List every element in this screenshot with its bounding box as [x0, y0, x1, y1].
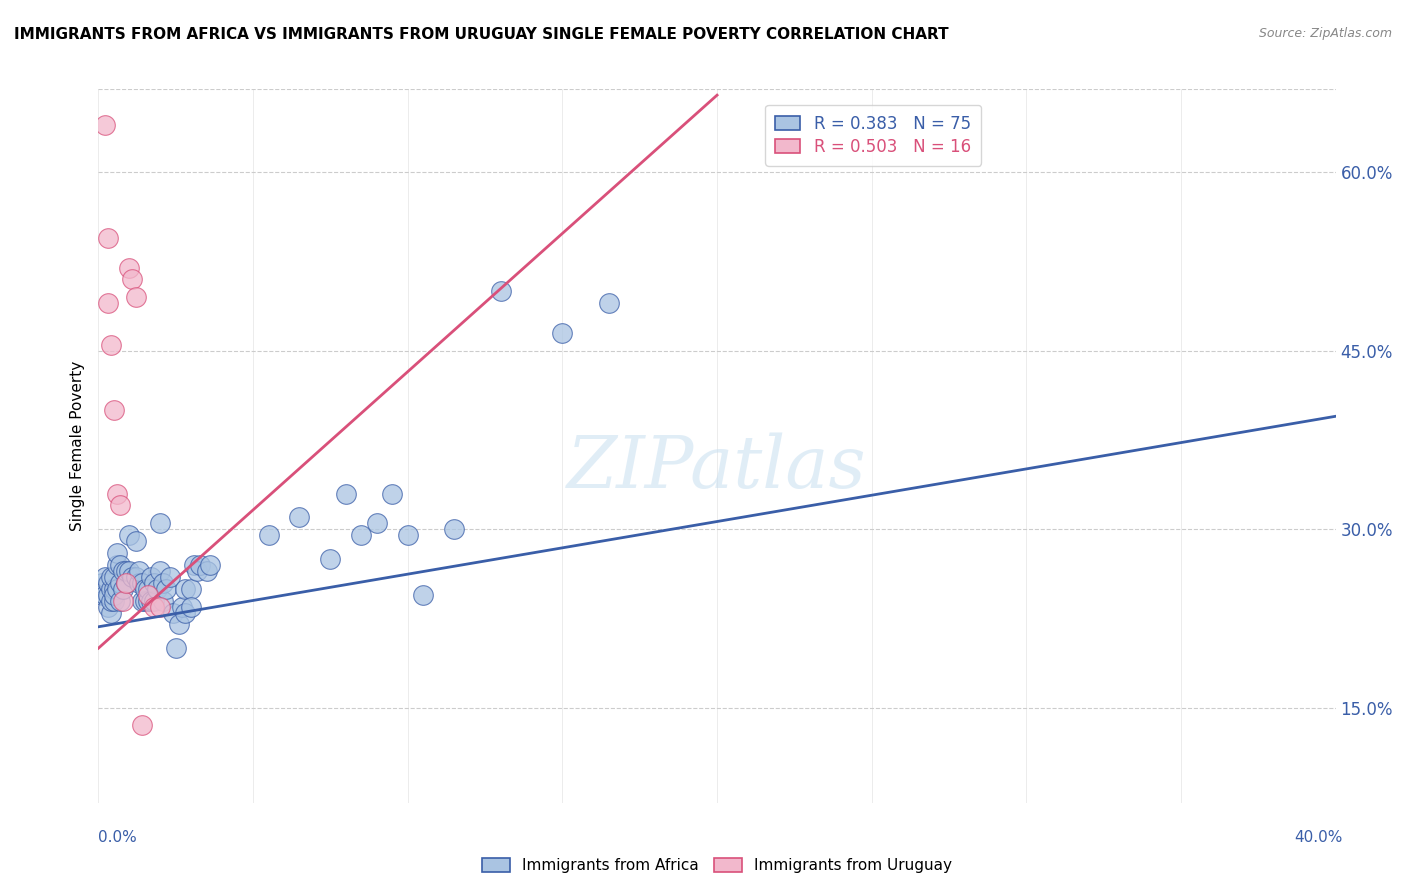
- Point: [598, 296, 620, 310]
- Point: [131, 575, 153, 590]
- Point: [118, 260, 141, 275]
- Point: [131, 718, 153, 732]
- Point: [180, 599, 202, 614]
- Point: [105, 486, 128, 500]
- Text: ZIPatlas: ZIPatlas: [567, 432, 868, 503]
- Y-axis label: Single Female Poverty: Single Female Poverty: [70, 361, 86, 531]
- Point: [97, 575, 120, 590]
- Point: [257, 528, 280, 542]
- Point: [108, 575, 131, 590]
- Point: [103, 593, 125, 607]
- Point: [112, 593, 135, 607]
- Point: [198, 558, 221, 572]
- Point: [134, 582, 156, 596]
- Point: [105, 546, 128, 560]
- Point: [174, 606, 197, 620]
- Point: [108, 593, 131, 607]
- Point: [136, 588, 159, 602]
- Point: [174, 582, 197, 596]
- Point: [162, 606, 184, 620]
- Point: [139, 570, 162, 584]
- Text: 40.0%: 40.0%: [1295, 830, 1343, 845]
- Point: [108, 558, 131, 572]
- Point: [121, 570, 143, 584]
- Point: [97, 231, 120, 245]
- Point: [134, 593, 156, 607]
- Point: [350, 528, 373, 542]
- Text: IMMIGRANTS FROM AFRICA VS IMMIGRANTS FROM URUGUAY SINGLE FEMALE POVERTY CORRELAT: IMMIGRANTS FROM AFRICA VS IMMIGRANTS FRO…: [14, 27, 949, 42]
- Point: [149, 599, 172, 614]
- Point: [167, 617, 190, 632]
- Point: [112, 564, 135, 578]
- Point: [93, 118, 115, 132]
- Point: [118, 564, 141, 578]
- Point: [366, 516, 388, 531]
- Point: [143, 593, 166, 607]
- Point: [180, 582, 202, 596]
- Point: [183, 558, 205, 572]
- Point: [100, 570, 122, 584]
- Point: [443, 522, 465, 536]
- Point: [97, 599, 120, 614]
- Point: [108, 499, 131, 513]
- Point: [136, 582, 159, 596]
- Point: [103, 588, 125, 602]
- Point: [143, 575, 166, 590]
- Point: [381, 486, 404, 500]
- Point: [170, 599, 193, 614]
- Point: [100, 338, 122, 352]
- Point: [128, 564, 150, 578]
- Point: [100, 593, 122, 607]
- Point: [489, 285, 512, 299]
- Point: [121, 272, 143, 286]
- Point: [152, 593, 174, 607]
- Point: [93, 588, 115, 602]
- Point: [551, 326, 574, 340]
- Text: 0.0%: 0.0%: [98, 830, 138, 845]
- Point: [288, 510, 311, 524]
- Point: [124, 570, 146, 584]
- Point: [100, 606, 122, 620]
- Point: [186, 564, 208, 578]
- Point: [195, 564, 218, 578]
- Point: [165, 641, 187, 656]
- Point: [90, 575, 112, 590]
- Text: Source: ZipAtlas.com: Source: ZipAtlas.com: [1258, 27, 1392, 40]
- Point: [159, 570, 181, 584]
- Point: [136, 593, 159, 607]
- Point: [103, 582, 125, 596]
- Point: [152, 575, 174, 590]
- Point: [115, 575, 138, 590]
- Point: [97, 296, 120, 310]
- Point: [396, 528, 419, 542]
- Point: [319, 552, 342, 566]
- Point: [131, 593, 153, 607]
- Point: [190, 558, 212, 572]
- Point: [103, 403, 125, 417]
- Point: [128, 575, 150, 590]
- Point: [103, 570, 125, 584]
- Point: [115, 564, 138, 578]
- Point: [149, 564, 172, 578]
- Point: [124, 534, 146, 549]
- Point: [90, 588, 112, 602]
- Point: [105, 582, 128, 596]
- Point: [335, 486, 357, 500]
- Legend: R = 0.383   N = 75, R = 0.503   N = 16: R = 0.383 N = 75, R = 0.503 N = 16: [765, 104, 981, 166]
- Point: [115, 575, 138, 590]
- Point: [143, 599, 166, 614]
- Point: [118, 528, 141, 542]
- Point: [412, 588, 434, 602]
- Point: [139, 593, 162, 607]
- Point: [100, 582, 122, 596]
- Point: [105, 558, 128, 572]
- Point: [93, 570, 115, 584]
- Point: [112, 582, 135, 596]
- Point: [97, 588, 120, 602]
- Point: [149, 516, 172, 531]
- Point: [146, 582, 169, 596]
- Point: [155, 582, 177, 596]
- Point: [124, 290, 146, 304]
